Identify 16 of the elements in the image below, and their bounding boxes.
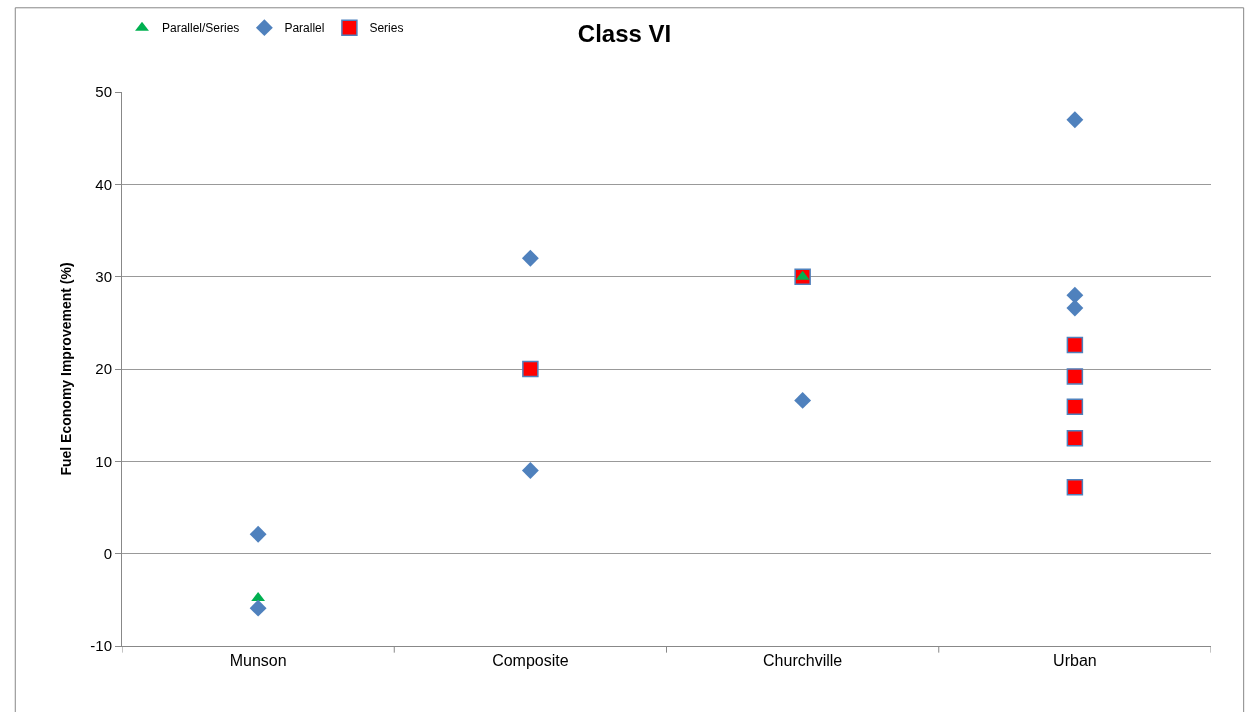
legend-label: Parallel — [284, 21, 325, 36]
y-tick-label: 30 — [95, 267, 112, 285]
x-tick-label: Urban — [1053, 652, 1097, 670]
y-tick-label: 50 — [95, 83, 112, 101]
legend-label: Parallel/Series — [162, 21, 240, 36]
y-axis-title: Fuel Economy Improvement (%) — [57, 262, 74, 476]
x-tick-label: Munson — [229, 652, 287, 670]
legend-label: Series — [369, 21, 404, 36]
x-tick-label: Churchville — [763, 652, 843, 670]
y-tick-label: 20 — [95, 360, 112, 378]
y-tick-label: 0 — [103, 544, 112, 562]
y-tick-label: -10 — [90, 637, 112, 655]
chart-title: Class VI — [577, 19, 672, 47]
y-tick-label: 10 — [95, 452, 112, 470]
y-tick-label: 40 — [95, 175, 112, 193]
x-tick-label: Composite — [492, 652, 569, 670]
